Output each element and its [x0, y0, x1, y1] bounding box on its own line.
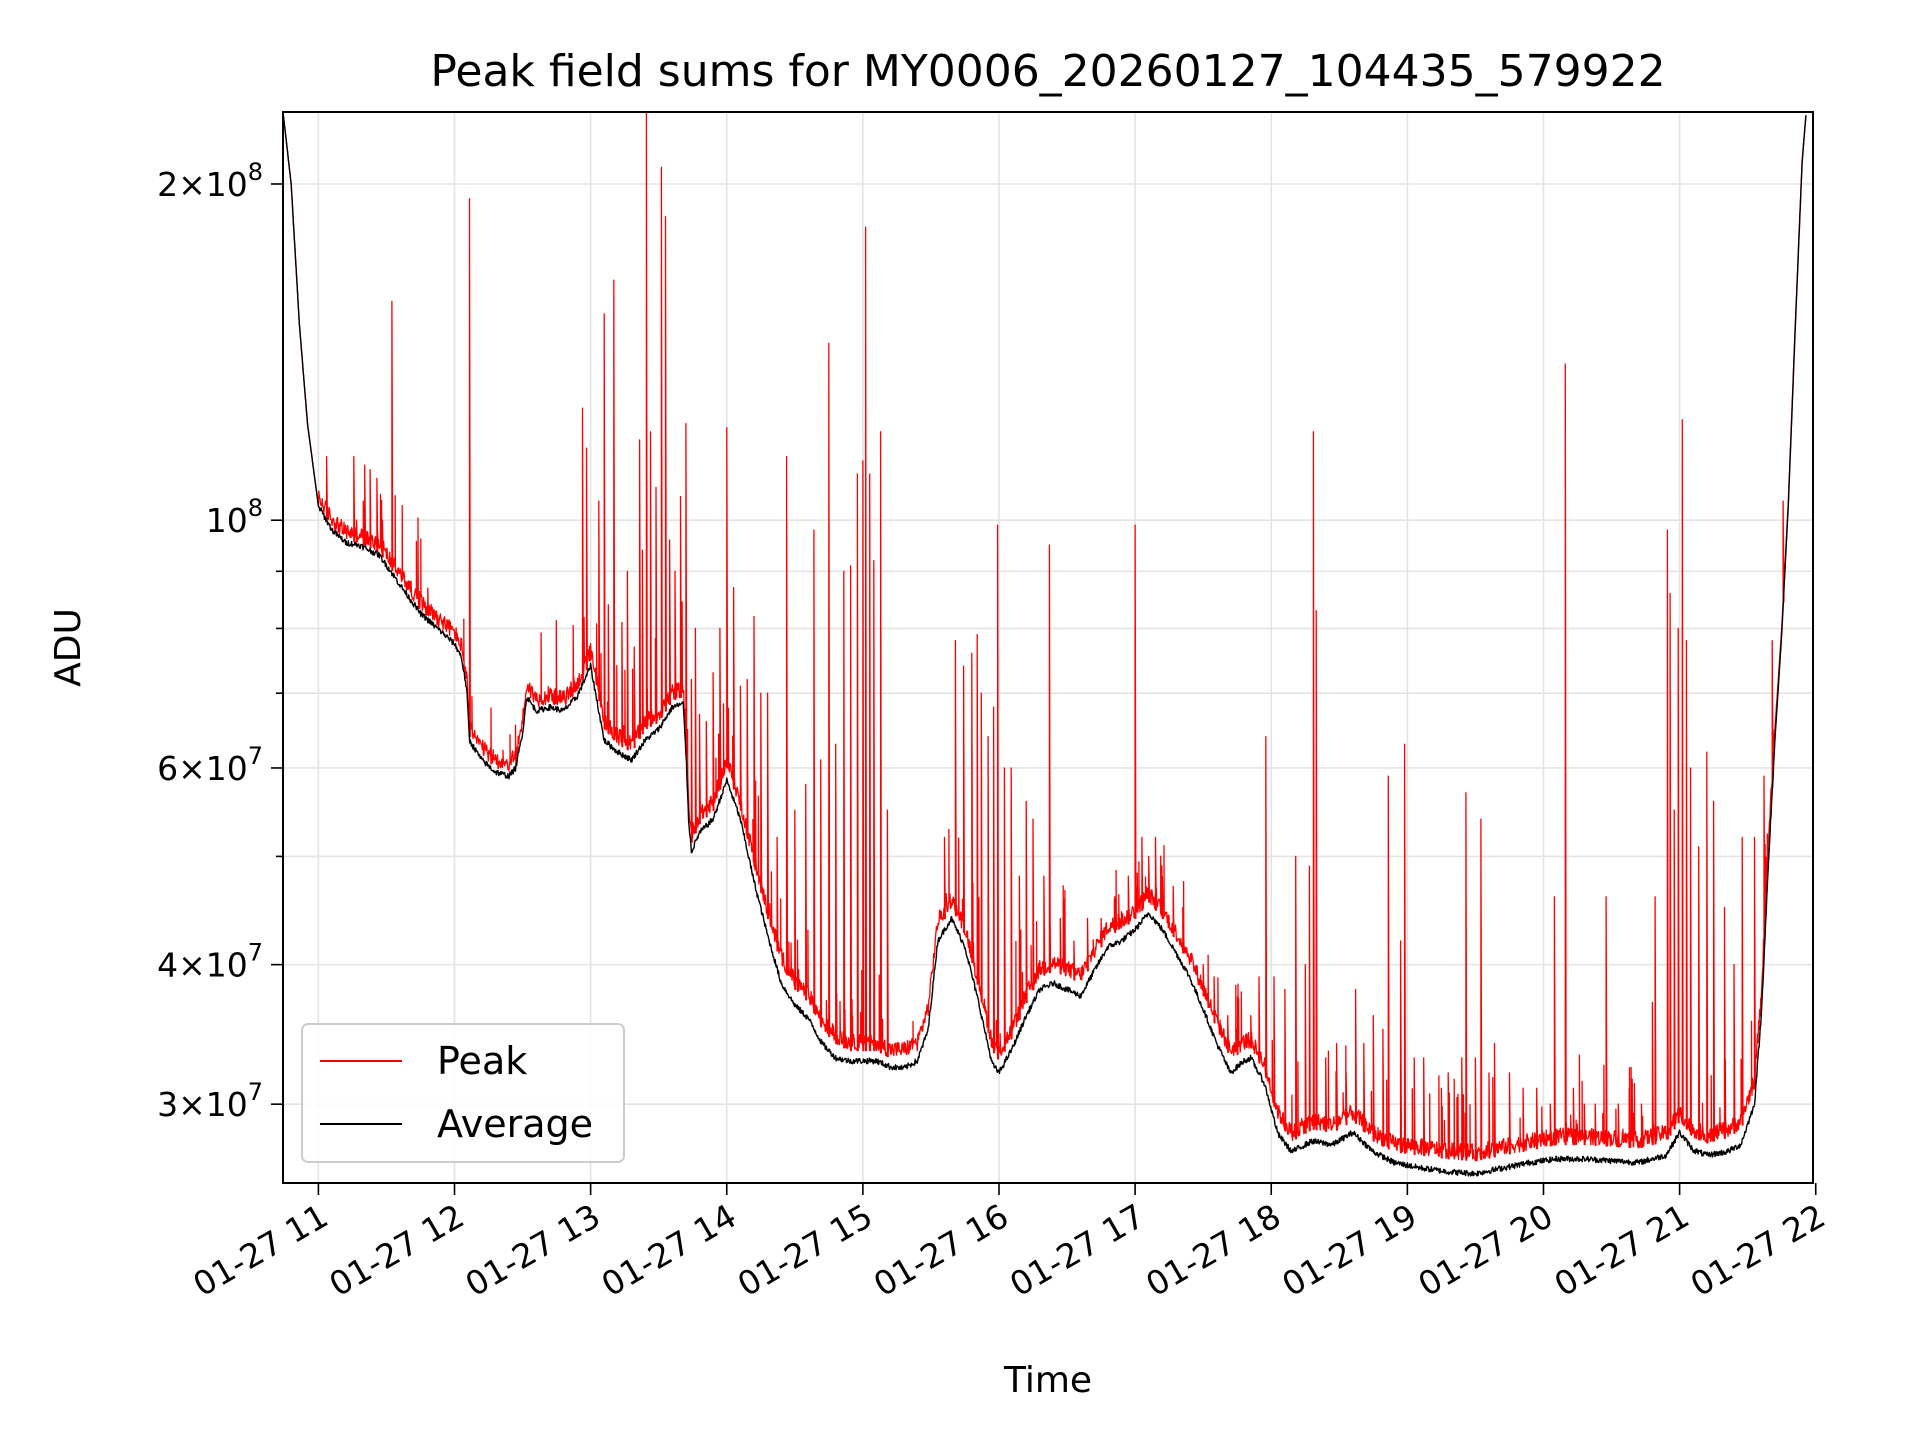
legend-label-peak: Peak [437, 1039, 527, 1083]
grid-layer [283, 112, 1813, 1183]
y-tick-label-exponent: 8 [248, 494, 263, 522]
y-tick-label-exponent: 7 [248, 939, 263, 967]
y-tick-label-base: 4×10 [157, 946, 248, 985]
y-tick-label: 4×107 [157, 939, 263, 985]
chart-title: Peak field sums for MY0006_20260127_1044… [430, 46, 1665, 97]
legend-label-average: Average [437, 1102, 593, 1146]
legend-box [301, 1023, 625, 1163]
series-line-peak [283, 112, 1807, 1162]
series-line-average [283, 112, 1807, 1177]
y-tick-label-base: 2×10 [157, 165, 248, 204]
y-tick-label: 108 [206, 494, 263, 540]
y-axis-label: ADU [48, 608, 89, 687]
y-tick-label: 3×107 [157, 1078, 263, 1124]
plot-layer [283, 112, 1807, 1177]
y-tick-label-base: 6×10 [157, 749, 248, 788]
y-tick-label-exponent: 7 [248, 742, 263, 770]
y-tick-label-base: 3×10 [157, 1085, 248, 1124]
y-tick-label-base: 10 [206, 501, 248, 540]
y-tick-label: 2×108 [157, 158, 263, 204]
legend: Peak Average [301, 1023, 625, 1163]
x-axis-label: Time [1003, 1360, 1092, 1401]
y-tick-label: 6×107 [157, 742, 263, 788]
y-tick-label-exponent: 8 [248, 158, 263, 186]
axes-frame [282, 111, 1814, 1184]
y-tick-label-exponent: 7 [248, 1078, 263, 1106]
